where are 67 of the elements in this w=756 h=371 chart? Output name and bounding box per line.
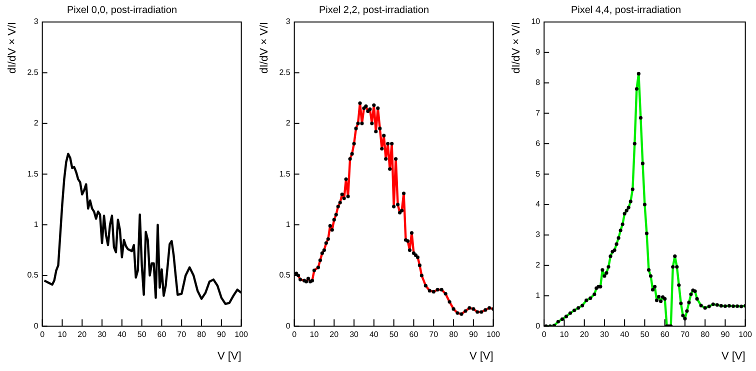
y-tick-label: 2.5 bbox=[279, 68, 291, 77]
x-axis-title: V [V] bbox=[721, 350, 746, 362]
x-tick-label: 90 bbox=[468, 330, 478, 340]
y-tick-label: 4 bbox=[536, 200, 541, 209]
x-tick-label: 80 bbox=[700, 330, 710, 340]
x-tick-label: 50 bbox=[137, 330, 147, 340]
y-axis-title: dI/dV × V/I bbox=[6, 22, 19, 74]
x-tick-label: 40 bbox=[369, 330, 379, 340]
chart-title: Pixel 4,4, post-irradiation bbox=[570, 4, 682, 16]
x-tick-label: 50 bbox=[640, 330, 650, 340]
x-tick-label: 70 bbox=[680, 330, 690, 340]
y-tick-label: 10 bbox=[531, 17, 541, 26]
x-tick-label: 0 bbox=[542, 330, 547, 340]
x-tick-label: 90 bbox=[216, 330, 226, 340]
x-tick-label: 10 bbox=[310, 330, 320, 340]
y-tick-label: 1 bbox=[34, 220, 39, 230]
y-tick-label: 3 bbox=[286, 17, 291, 26]
y-tick-label: 0 bbox=[536, 321, 541, 330]
y-axis-title: dI/dV × V/I bbox=[258, 22, 271, 74]
y-tick-label: 3 bbox=[536, 230, 541, 240]
x-tick-label: 10 bbox=[560, 330, 570, 340]
y-tick-label: 5 bbox=[536, 169, 541, 178]
x-tick-label: 100 bbox=[486, 330, 501, 340]
y-tick-label: 0.5 bbox=[279, 270, 291, 280]
x-tick-label: 0 bbox=[292, 330, 298, 340]
x-tick-label: 20 bbox=[78, 330, 88, 340]
x-axis-title: V [V] bbox=[217, 350, 242, 362]
x-axis-title: V [V] bbox=[469, 350, 494, 362]
y-tick-label: 7 bbox=[536, 108, 541, 118]
x-tick-label: 100 bbox=[738, 330, 753, 340]
y-tick-label: 2 bbox=[34, 118, 39, 128]
x-tick-label: 80 bbox=[449, 330, 459, 340]
y-tick-label: 0.5 bbox=[27, 270, 39, 280]
x-tick-label: 60 bbox=[660, 330, 670, 340]
x-tick-label: 10 bbox=[58, 330, 68, 340]
y-tick-label: 8 bbox=[536, 78, 541, 88]
x-tick-label: 0 bbox=[40, 330, 46, 340]
x-tick-label: 30 bbox=[600, 330, 610, 340]
y-tick-label: 0 bbox=[286, 321, 291, 330]
x-tick-label: 80 bbox=[197, 330, 207, 340]
x-tick-label: 40 bbox=[117, 330, 127, 340]
x-tick-label: 40 bbox=[620, 330, 630, 340]
chart-title: Pixel 0,0, post-irradiation bbox=[66, 4, 178, 16]
x-tick-label: 90 bbox=[720, 330, 730, 340]
x-tick-label: 60 bbox=[157, 330, 167, 340]
y-tick-label: 1 bbox=[536, 290, 541, 300]
x-tick-label: 20 bbox=[330, 330, 340, 340]
chart-title: Pixel 2,2, post-irradiation bbox=[318, 4, 430, 16]
y-axis-title: dI/dV × V/I bbox=[510, 22, 523, 74]
y-tick-label: 3 bbox=[34, 17, 39, 26]
x-tick-label: 70 bbox=[429, 330, 439, 340]
x-tick-label: 70 bbox=[177, 330, 187, 340]
y-tick-label: 6 bbox=[536, 138, 541, 148]
y-tick-label: 1.5 bbox=[27, 169, 39, 178]
x-tick-label: 60 bbox=[409, 330, 419, 340]
y-tick-label: 2 bbox=[286, 118, 291, 128]
x-tick-label: 50 bbox=[389, 330, 399, 340]
y-tick-label: 2 bbox=[536, 260, 541, 270]
x-tick-label: 30 bbox=[350, 330, 360, 340]
x-tick-label: 100 bbox=[234, 330, 249, 340]
y-tick-label: 0 bbox=[34, 321, 39, 330]
y-tick-label: 1 bbox=[286, 220, 291, 230]
y-tick-label: 1.5 bbox=[279, 169, 291, 178]
x-tick-label: 20 bbox=[580, 330, 590, 340]
y-tick-label: 2.5 bbox=[27, 68, 39, 77]
y-tick-label: 9 bbox=[536, 48, 541, 57]
x-tick-label: 30 bbox=[98, 330, 108, 340]
